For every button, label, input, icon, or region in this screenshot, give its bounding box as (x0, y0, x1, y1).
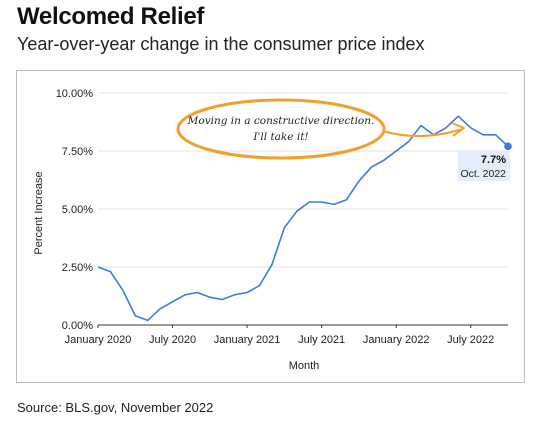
callout-box (458, 151, 510, 181)
x-tick-label: January 2020 (65, 334, 132, 346)
annotation-ellipse (176, 98, 386, 160)
x-tick-label: January 2022 (363, 334, 430, 346)
x-tick-label: July 2022 (447, 334, 494, 346)
annotation-line-1: Moving in a constructive direction. (187, 115, 375, 127)
chart-title: Welcomed Relief (17, 3, 205, 30)
x-tick-label: January 2021 (214, 334, 281, 346)
y-tick-label: 2.50% (62, 262, 93, 274)
chart-subtitle: Year-over-year change in the consumer pr… (17, 34, 425, 54)
data-point-oct-2022 (504, 142, 512, 151)
y-tick-label: 0.00% (62, 320, 93, 332)
chart-frame (16, 70, 525, 383)
x-axis-title: Month (289, 360, 320, 372)
callout-label: Oct. 2022 (460, 168, 506, 180)
annotation-arrowhead (451, 122, 465, 137)
annotation-arrow (382, 128, 464, 137)
annotation-line-2: I'll take it! (252, 131, 308, 143)
x-tick-label: July 2020 (149, 334, 196, 346)
y-tick-label: 7.50% (62, 146, 93, 158)
callout-value: 7.7% (481, 154, 506, 166)
y-tick-label: 5.00% (62, 204, 93, 216)
y-axis-title: Percent Increase (33, 171, 45, 254)
y-tick-label: 10.00% (56, 88, 94, 100)
series-line (97, 115, 509, 322)
x-tick-label: July 2021 (298, 334, 345, 346)
source-note: Source: BLS.gov, November 2022 (17, 400, 214, 415)
